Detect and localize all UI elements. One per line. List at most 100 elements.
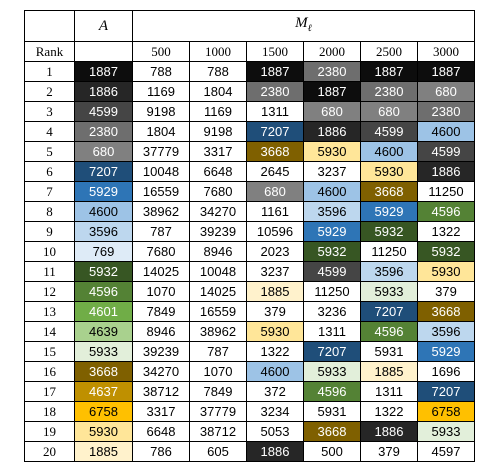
m-cell: 4600 xyxy=(246,361,304,382)
m-cell: 4599 xyxy=(417,141,475,162)
table-row: 6 7207 10048 6648 2645 3237 5930 1886 xyxy=(24,161,475,182)
m-cell: 1070 xyxy=(132,281,190,302)
header-m: Mℓ xyxy=(132,10,475,42)
m-cell: 680 xyxy=(303,101,361,122)
m-cell: 38712 xyxy=(189,421,247,442)
a-cell: 2380 xyxy=(74,121,133,142)
m-cell: 4596 xyxy=(417,201,475,222)
m-cell: 379 xyxy=(417,281,475,302)
table-row: 4 2380 1804 9198 7207 1886 4599 4600 xyxy=(24,121,475,142)
table-row: 16 3668 34270 1070 4600 5933 1885 1696 xyxy=(24,361,475,382)
m-cell: 5932 xyxy=(360,221,418,242)
m-cell: 1322 xyxy=(360,401,418,422)
table-row: 2 1886 1169 1804 2380 1887 2380 680 xyxy=(24,81,475,102)
m-cell: 3596 xyxy=(303,201,361,222)
header-row-symbols: A Mℓ xyxy=(24,10,475,42)
m-cell: 1887 xyxy=(246,61,304,82)
m-cell: 38962 xyxy=(132,201,190,222)
table-body: A Mℓ Rank 500 1000 1500 2000 2500 3000 1… xyxy=(24,10,475,462)
a-cell: 769 xyxy=(74,241,133,262)
m-cell: 1886 xyxy=(246,441,304,462)
m-cell: 5933 xyxy=(303,361,361,382)
m-cell: 787 xyxy=(132,221,190,242)
m-cell: 1886 xyxy=(303,121,361,142)
m-cell: 379 xyxy=(246,301,304,322)
table-row: 20 1885 786 605 1886 500 379 4597 xyxy=(24,441,475,462)
rank-cell: 20 xyxy=(24,441,75,462)
header-m-2500: 2500 xyxy=(360,41,418,62)
rank-cell: 8 xyxy=(24,201,75,222)
m-cell: 6758 xyxy=(417,401,475,422)
m-cell: 7849 xyxy=(189,381,247,402)
m-cell: 379 xyxy=(360,441,418,462)
m-cell: 1887 xyxy=(360,61,418,82)
a-cell: 1886 xyxy=(74,81,133,102)
m-cell: 500 xyxy=(303,441,361,462)
rank-cell: 1 xyxy=(24,61,75,82)
m-cell: 11250 xyxy=(303,281,361,302)
m-cell: 3668 xyxy=(417,301,475,322)
table-row: 14 4639 8946 38962 5930 1311 4596 3596 xyxy=(24,321,475,342)
table-row: 15 5933 39239 787 1322 7207 5931 5929 xyxy=(24,341,475,362)
table-row: 11 5932 14025 10048 3237 4599 3596 5930 xyxy=(24,261,475,282)
a-cell: 6758 xyxy=(74,401,133,422)
a-cell: 4639 xyxy=(74,321,133,342)
m-cell: 7680 xyxy=(189,181,247,202)
m-cell: 3596 xyxy=(360,261,418,282)
table-row: 7 5929 16559 7680 680 4600 3668 11250 xyxy=(24,181,475,202)
table-row: 10 769 7680 8946 2023 5932 11250 5932 xyxy=(24,241,475,262)
m-cell: 4596 xyxy=(360,321,418,342)
m-cell: 1169 xyxy=(132,81,190,102)
table-row: 19 5930 6648 38712 5053 3668 1886 5933 xyxy=(24,421,475,442)
m-cell: 680 xyxy=(360,101,418,122)
rank-cell: 13 xyxy=(24,301,75,322)
a-cell: 4600 xyxy=(74,201,133,222)
m-cell: 16559 xyxy=(189,301,247,322)
m-cell: 1696 xyxy=(417,361,475,382)
m-cell: 34270 xyxy=(132,361,190,382)
m-cell: 4599 xyxy=(360,121,418,142)
header-m-500: 500 xyxy=(132,41,190,62)
header-m-1500: 1500 xyxy=(246,41,304,62)
m-cell: 11250 xyxy=(360,241,418,262)
a-cell: 4601 xyxy=(74,301,133,322)
m-cell: 1322 xyxy=(246,341,304,362)
header-m-2000: 2000 xyxy=(303,41,361,62)
rank-cell: 3 xyxy=(24,101,75,122)
m-cell: 5930 xyxy=(246,321,304,342)
a-cell: 5933 xyxy=(74,341,133,362)
m-cell: 8946 xyxy=(189,241,247,262)
m-cell: 11250 xyxy=(417,181,475,202)
corner-cell xyxy=(24,10,75,42)
m-cell: 38962 xyxy=(189,321,247,342)
a-cell: 5930 xyxy=(74,421,133,442)
m-cell: 38712 xyxy=(132,381,190,402)
m-cell: 39239 xyxy=(132,341,190,362)
table-row: 5 680 37779 3317 3668 5930 4600 4599 xyxy=(24,141,475,162)
m-cell: 680 xyxy=(246,181,304,202)
m-cell: 37779 xyxy=(189,401,247,422)
m-cell: 3317 xyxy=(132,401,190,422)
m-cell: 1311 xyxy=(360,381,418,402)
m-cell: 3237 xyxy=(246,261,304,282)
m-cell: 1311 xyxy=(246,101,304,122)
rank-cell: 14 xyxy=(24,321,75,342)
rank-cell: 11 xyxy=(24,261,75,282)
m-cell: 1161 xyxy=(246,201,304,222)
m-cell: 5931 xyxy=(360,341,418,362)
m-cell: 1885 xyxy=(360,361,418,382)
m-cell: 5931 xyxy=(303,401,361,422)
rank-cell: 12 xyxy=(24,281,75,302)
m-cell: 39239 xyxy=(189,221,247,242)
m-cell: 5932 xyxy=(303,241,361,262)
m-cell: 10596 xyxy=(246,221,304,242)
rank-cell: 7 xyxy=(24,181,75,202)
rank-cell: 6 xyxy=(24,161,75,182)
table-row: 13 4601 7849 16559 379 3236 7207 3668 xyxy=(24,301,475,322)
m-cell: 1887 xyxy=(417,61,475,82)
m-cell: 5930 xyxy=(417,261,475,282)
m-cell: 3234 xyxy=(246,401,304,422)
a-cell: 3668 xyxy=(74,361,133,382)
rank-cell: 18 xyxy=(24,401,75,422)
m-cell: 2380 xyxy=(360,81,418,102)
